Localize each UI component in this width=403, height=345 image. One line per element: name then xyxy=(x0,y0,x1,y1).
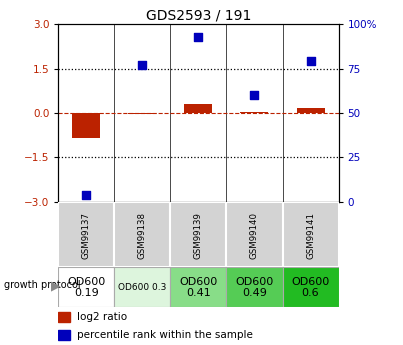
Bar xyxy=(241,111,268,113)
Bar xyxy=(297,108,324,113)
Bar xyxy=(129,113,156,115)
Point xyxy=(251,92,258,98)
Bar xyxy=(58,202,114,267)
Bar xyxy=(226,202,283,267)
Text: GSM99140: GSM99140 xyxy=(250,213,259,259)
Text: GSM99139: GSM99139 xyxy=(194,213,203,259)
Bar xyxy=(170,267,226,307)
Bar xyxy=(185,104,212,113)
Text: GSM99138: GSM99138 xyxy=(138,213,147,259)
Bar xyxy=(58,267,114,307)
Text: ▶: ▶ xyxy=(51,279,60,292)
Text: OD600
0.49: OD600 0.49 xyxy=(235,277,274,298)
Bar xyxy=(226,267,283,307)
Point xyxy=(83,192,89,197)
Text: GSM99141: GSM99141 xyxy=(306,213,315,259)
Text: GSM99137: GSM99137 xyxy=(82,213,91,259)
Text: percentile rank within the sample: percentile rank within the sample xyxy=(77,330,253,340)
Text: OD600 0.3: OD600 0.3 xyxy=(118,283,167,292)
Bar xyxy=(58,312,70,322)
Text: growth protocol: growth protocol xyxy=(4,280,81,290)
Title: GDS2593 / 191: GDS2593 / 191 xyxy=(146,9,251,23)
Point xyxy=(195,34,202,39)
Text: OD600
0.19: OD600 0.19 xyxy=(67,277,106,298)
Text: OD600
0.6: OD600 0.6 xyxy=(291,277,330,298)
Text: OD600
0.41: OD600 0.41 xyxy=(179,277,218,298)
Bar xyxy=(283,202,339,267)
Text: log2 ratio: log2 ratio xyxy=(77,312,127,322)
Bar xyxy=(73,113,100,138)
Bar xyxy=(114,202,170,267)
Bar xyxy=(170,202,226,267)
Point xyxy=(139,62,146,68)
Point xyxy=(307,59,314,64)
Bar xyxy=(283,267,339,307)
Bar xyxy=(58,330,70,340)
Bar xyxy=(114,267,170,307)
